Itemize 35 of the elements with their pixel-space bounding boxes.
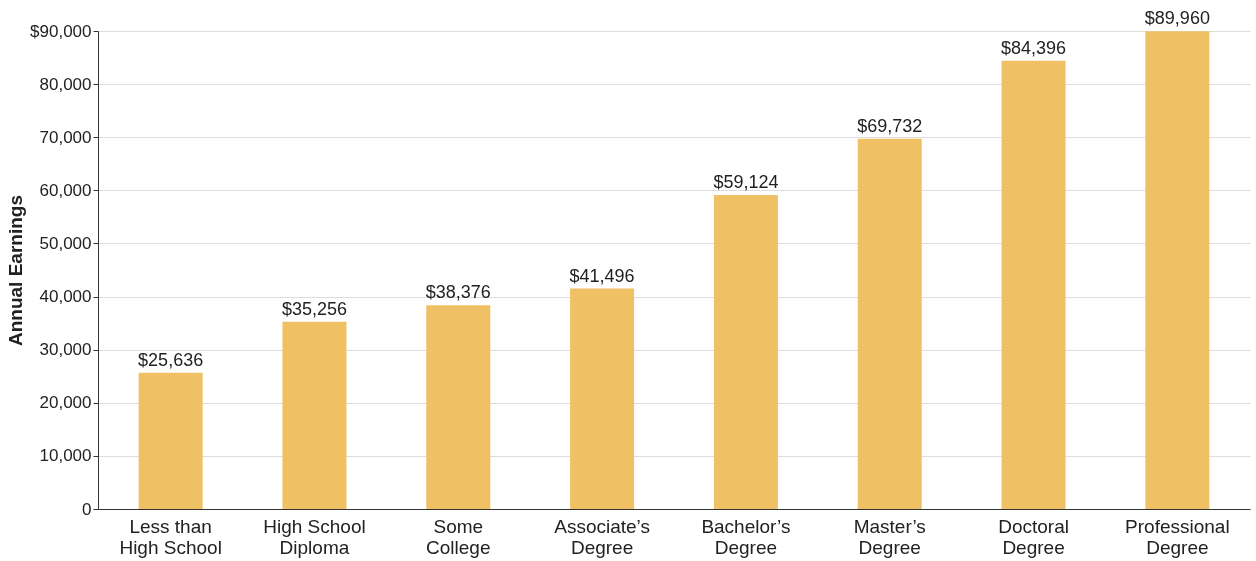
data-label: $25,636 (138, 349, 204, 370)
y-tick-label: 60,000 (39, 180, 92, 200)
data-label: $69,732 (857, 115, 923, 136)
data-label: $35,256 (281, 298, 347, 319)
y-tick-label: 0 (82, 499, 92, 519)
data-label: $38,376 (425, 282, 491, 303)
y-tick-label: 20,000 (39, 393, 92, 413)
y-axis-title: Annual Earnings (5, 195, 27, 346)
bar (857, 138, 922, 509)
x-tick-label: Master’s Degree (853, 515, 926, 558)
x-tick-label: Bachelor’s Degree (701, 515, 791, 558)
bar (570, 288, 635, 509)
x-tick-label: Some College (426, 515, 491, 558)
y-tick-label: 80,000 (39, 74, 92, 94)
y-tick-label: 30,000 (39, 340, 92, 360)
data-label: $41,496 (569, 265, 635, 286)
x-tick-label: Less than High School (119, 515, 222, 558)
x-tick-label: Associate’s Degree (554, 515, 650, 558)
x-tick-label: Doctoral Degree (998, 515, 1069, 558)
bar (282, 321, 347, 509)
x-tick-label: High School Diploma (263, 515, 366, 558)
y-tick-label: 10,000 (39, 446, 92, 466)
y-tick-label: 50,000 (39, 233, 92, 253)
y-tick-label: $90,000 (30, 21, 92, 41)
bar (1145, 31, 1210, 509)
data-label: $89,960 (1144, 8, 1210, 29)
data-label: $59,124 (713, 171, 779, 192)
bar (1001, 60, 1066, 509)
y-tick-label: 40,000 (39, 287, 92, 307)
y-tick-label: 70,000 (39, 127, 92, 147)
bar (138, 372, 203, 509)
data-label: $84,396 (1001, 37, 1067, 58)
bar (713, 194, 778, 509)
bar (426, 305, 491, 509)
x-tick-label: Professional Degree (1125, 515, 1230, 558)
